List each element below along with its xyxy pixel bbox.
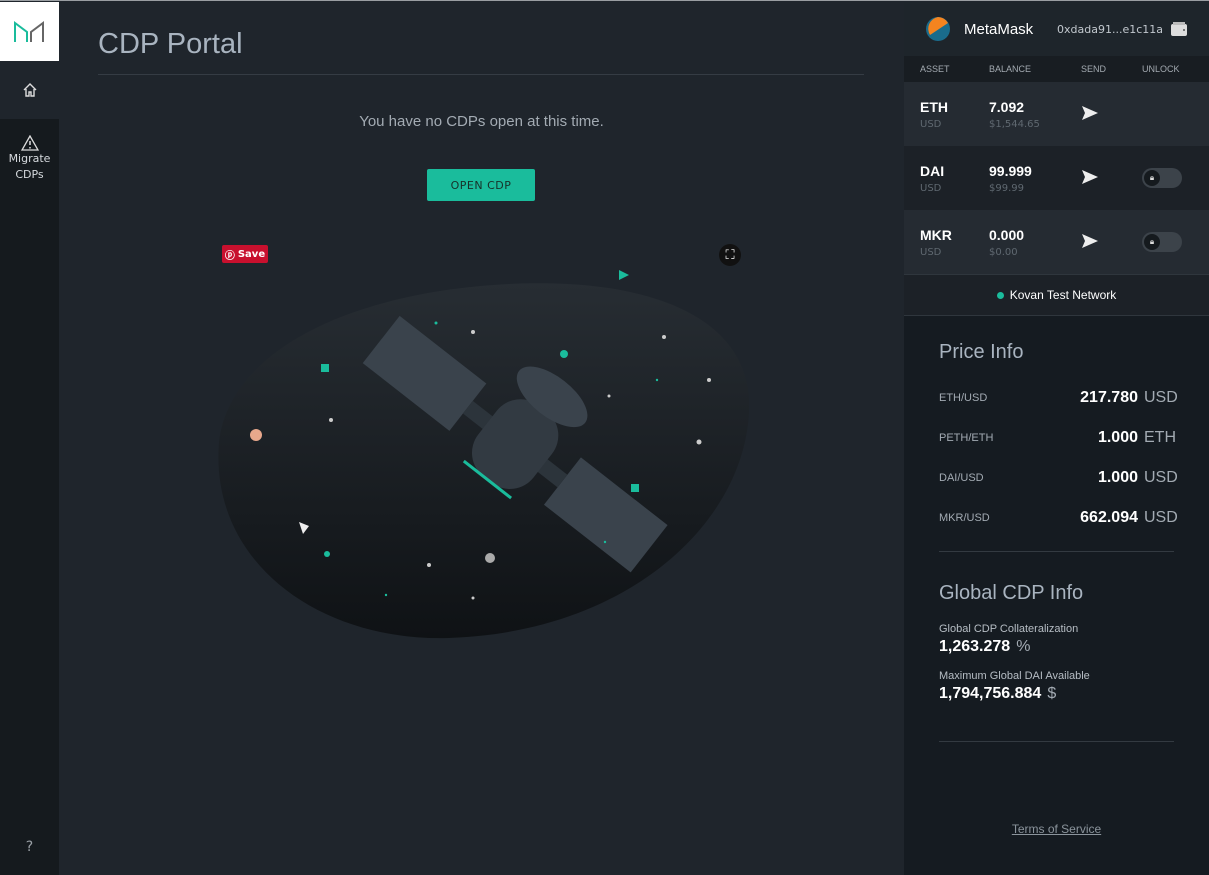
price-value: 1.000 (1097, 429, 1138, 446)
price-value: 662.094 (1080, 509, 1138, 526)
wallet-panel: MetaMask 0xdada91...e1c11a ASSET BALANCE… (904, 2, 1209, 875)
pinterest-save-button[interactable]: ⓟ Save (222, 245, 268, 263)
home-icon (23, 83, 36, 97)
asset-balance-cell: 0.000 $0.00 (989, 227, 1024, 258)
price-unit: USD (1144, 509, 1178, 526)
col-asset: ASSET (920, 64, 950, 74)
price-unit: ETH (1144, 429, 1176, 446)
price-pair: PETH/ETH (939, 432, 994, 444)
col-balance: BALANCE (989, 64, 1032, 74)
metamask-icon (926, 17, 950, 41)
pinterest-icon: ⓟ (224, 250, 235, 262)
divider (98, 74, 864, 75)
help-icon[interactable]: ? (25, 839, 34, 855)
migrate-label-line1: Migrate (8, 152, 51, 165)
asset-usd: $99.99 (989, 182, 1024, 194)
divider (939, 551, 1174, 552)
asset-balance: 99.999 (989, 162, 1032, 179)
send-icon (1082, 233, 1098, 248)
fullscreen-icon[interactable]: ⛶ (719, 244, 741, 266)
collateralization-number: 1,263.278 (939, 638, 1011, 655)
asset-sub: USD (920, 118, 942, 130)
price-row: PETH/ETH 1.000 ETH (939, 418, 1176, 458)
network-name: Kovan Test Network (1009, 288, 1117, 302)
sidebar-item-migrate-cdps[interactable]: Migrate CDPs (0, 119, 59, 199)
price-row: MKR/USD 662.094 USD (939, 498, 1178, 538)
asset-symbol-cell: MKR USD (920, 227, 952, 258)
migrate-label-line2: CDPs (15, 168, 44, 181)
collateralization-value: 1,263.278% (939, 638, 1174, 656)
send-icon (1082, 169, 1098, 184)
price-pair: DAI/USD (939, 472, 984, 484)
asset-sub: USD (920, 182, 942, 194)
price-value: 1.000 (1097, 469, 1138, 486)
wallet-icon[interactable] (1171, 22, 1187, 36)
price-pair: ETH/USD (939, 392, 988, 404)
open-cdp-button[interactable]: OPEN CDP (427, 169, 535, 201)
col-send: SEND (1081, 64, 1107, 74)
wallet-name: MetaMask (964, 20, 1034, 38)
asset-symbol-cell: DAI USD (920, 163, 944, 194)
asset-balance-cell: 99.999 $99.99 (989, 163, 1032, 194)
price-row: DAI/USD 1.000 USD (939, 458, 1178, 498)
divider (939, 741, 1174, 742)
max-dai-number: 1,794,756.884 (939, 685, 1042, 702)
network-status-dot (996, 291, 1004, 299)
asset-balance: 7.092 (989, 98, 1025, 115)
price-value: 217.780 (1080, 389, 1138, 406)
wallet-address[interactable]: 0xdada91...e1c11a (1057, 22, 1163, 36)
maker-logo[interactable] (0, 2, 59, 61)
wallet-header: MetaMask 0xdada91...e1c11a (904, 2, 1209, 56)
lock-icon: 🔒︎ (1144, 234, 1160, 250)
asset-balance: 0.000 (989, 226, 1025, 243)
asset-usd: $1,544.65 (989, 118, 1040, 130)
send-button[interactable] (1082, 169, 1098, 188)
asset-row: ETH USD 7.092 $1,544.65 (904, 82, 1209, 146)
send-icon (1082, 105, 1098, 120)
price-info-title: Price Info (939, 341, 1024, 363)
price-unit: USD (1144, 389, 1178, 406)
price-unit: USD (1144, 469, 1178, 486)
price-row: ETH/USD 217.780 USD (939, 378, 1178, 418)
max-dai-value: 1,794,756.884 $ (939, 685, 1174, 703)
asset-row: DAI USD 99.999 $99.99 🔒︎ (904, 146, 1209, 210)
sidebar-item-home[interactable] (0, 61, 59, 119)
sidebar: Migrate CDPs ? (0, 2, 59, 875)
asset-balance-cell: 7.092 $1,544.65 (989, 99, 1040, 130)
unlock-toggle[interactable]: 🔒︎ (1142, 168, 1182, 188)
empty-state-message: You have no CDPs open at this time. (359, 113, 604, 130)
lock-icon: 🔒︎ (1144, 170, 1160, 186)
pin-save-label: Save (237, 248, 266, 260)
asset-symbol: ETH (920, 98, 948, 115)
collateralization-label: Global CDP Collateralization (939, 623, 1079, 635)
global-info-title: Global CDP Info (939, 582, 1084, 604)
asset-symbol-cell: ETH USD (920, 99, 948, 130)
max-dai-label: Maximum Global DAI Available (939, 670, 1090, 682)
asset-table-header: ASSET BALANCE SEND UNLOCK (904, 56, 1209, 82)
send-button[interactable] (1082, 233, 1098, 252)
price-pair: MKR/USD (939, 512, 990, 524)
main-content: CDP Portal You have no CDPs open at this… (59, 2, 904, 875)
send-button[interactable] (1082, 105, 1098, 124)
warning-icon (20, 135, 39, 151)
price-info: Price Info ETH/USD 217.780 USD PETH/ETH 1.00… (904, 341, 1209, 742)
col-unlock: UNLOCK (1142, 64, 1180, 74)
asset-symbol: MKR (920, 226, 952, 243)
asset-row: MKR USD 0.000 $0.00 🔒︎ (904, 210, 1209, 274)
max-dai-unit: $ (1047, 685, 1057, 702)
asset-symbol: DAI (920, 162, 945, 179)
network-status: Kovan Test Network (904, 274, 1209, 316)
terms-of-service-link[interactable]: Terms of Service (1011, 822, 1102, 836)
satellite-illustration (209, 262, 769, 656)
asset-sub: USD (920, 246, 942, 258)
collateralization-unit: % (1016, 638, 1031, 655)
unlock-toggle[interactable]: 🔒︎ (1142, 232, 1182, 252)
page-title: CDP Portal (98, 28, 243, 60)
asset-usd: $0.00 (989, 246, 1018, 258)
